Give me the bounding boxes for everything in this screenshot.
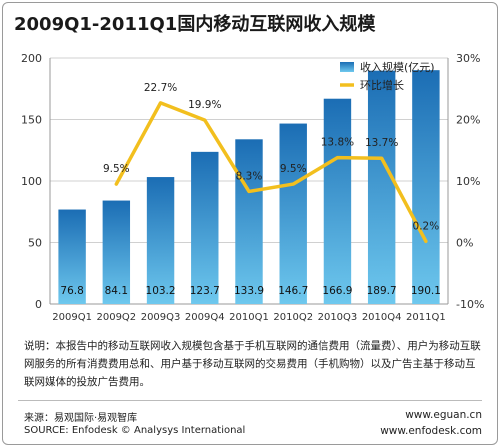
bar-value-label: 133.9	[234, 285, 264, 297]
bar-value-label: 190.1	[411, 285, 441, 297]
bar-value-label: 123.7	[190, 285, 220, 297]
y-right-tick-label: -10%	[456, 298, 484, 311]
y-right-tick-label: 30%	[456, 52, 480, 65]
line-value-label: 19.9%	[188, 99, 221, 111]
y-left-tick-label: 0	[35, 298, 42, 311]
bar	[324, 99, 351, 304]
line-value-label: 13.7%	[365, 137, 398, 149]
bar-value-label: 189.7	[367, 285, 397, 297]
bar	[368, 71, 395, 304]
bar-value-label: 146.7	[278, 285, 308, 297]
x-tick-label: 2010Q4	[362, 312, 402, 323]
y-right-tick-label: 10%	[456, 175, 480, 188]
bar	[235, 139, 262, 304]
x-tick-label: 2011Q1	[406, 312, 446, 323]
line-value-label: 9.5%	[280, 163, 307, 175]
x-tick-label: 2010Q3	[318, 312, 358, 323]
y-left-tick-label: 100	[21, 175, 42, 188]
website-enfodesk[interactable]: www.enfodesk.com	[380, 425, 482, 437]
legend-line-label: 环比增长	[360, 78, 404, 92]
x-tick-label: 2009Q3	[141, 312, 181, 323]
x-tick-label: 2009Q1	[52, 312, 92, 323]
x-tick-label: 2009Q4	[185, 312, 225, 323]
line-value-label: 13.8%	[321, 137, 354, 149]
line-value-label: 8.3%	[236, 170, 263, 182]
x-tick-label: 2010Q1	[229, 312, 269, 323]
y-left-tick-label: 150	[21, 114, 42, 127]
y-left-tick-label: 200	[21, 52, 42, 65]
x-tick-label: 2009Q2	[96, 312, 136, 323]
bar-value-label: 84.1	[105, 285, 128, 297]
y-left-tick-label: 50	[28, 237, 42, 250]
x-tick-label: 2010Q2	[273, 312, 313, 323]
legend-bar-label: 收入规模(亿元)	[360, 60, 435, 74]
y-right-tick-label: 0%	[456, 237, 473, 250]
line-value-label: 9.5%	[103, 163, 130, 175]
source-en: SOURCE: Enfodesk © Analysys Internationa…	[24, 425, 245, 436]
source-cn: 来源：易观国际·易观智库	[24, 409, 137, 424]
bar-value-label: 76.8	[60, 285, 83, 297]
bar	[280, 124, 307, 304]
chart-note: 说明：本报告中的移动互联网收入规模包含基于手机互联网的通信费用（流量费）、用户为…	[24, 337, 484, 391]
bar-value-label: 103.2	[146, 285, 176, 297]
legend-bar-swatch	[340, 62, 354, 72]
line-value-label: 22.7%	[144, 82, 177, 94]
chart-svg: 0 50 100 150 200 -10% 0% 10% 20% 30% 76.8 2009Q1 84.…	[0, 0, 500, 340]
divider	[18, 400, 482, 401]
line-value-label: 0.2%	[413, 220, 440, 232]
y-right-tick-label: 20%	[456, 114, 480, 127]
bar	[412, 70, 439, 304]
bar	[191, 152, 218, 304]
website-eguan[interactable]: www.eguan.cn	[405, 409, 482, 421]
bar-value-label: 166.9	[322, 285, 352, 297]
